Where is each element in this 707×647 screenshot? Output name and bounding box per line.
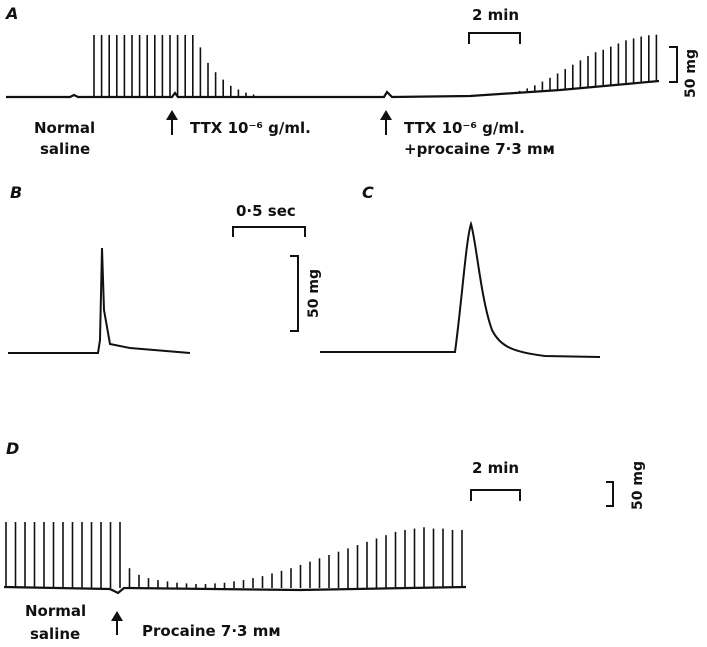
d-label-normal-2: saline <box>30 625 81 643</box>
d-time-scale-bar <box>470 489 521 501</box>
d-baseline <box>3 585 467 595</box>
panel-label-d: D <box>6 439 20 458</box>
a-arrow-ttx <box>166 110 178 135</box>
trace-layer <box>3 34 660 595</box>
a-baseline <box>6 79 660 99</box>
b-time-scale-label: 0·5 sec <box>236 202 296 220</box>
a-label-ttx2-line2: +procaine 7·3 mᴍ <box>404 140 555 158</box>
d-label-normal-1: Normal <box>25 602 87 620</box>
a-label-normal-1: Normal <box>34 119 96 137</box>
a-label-ttx: TTX 10⁻⁶ g/ml. <box>190 119 311 137</box>
d-label-procaine: Procaine 7·3 mᴍ <box>142 622 281 640</box>
panel-label-c: C <box>362 183 374 202</box>
panel-label-b: B <box>10 183 23 202</box>
b-twitch-trace <box>8 247 191 354</box>
a-time-scale-label: 2 min <box>472 6 520 24</box>
b-force-scale-bar <box>290 255 299 332</box>
a-label-ttx2-line1: TTX 10⁻⁶ g/ml. <box>404 119 525 137</box>
a-label-normal-2: saline <box>40 140 91 158</box>
d-arrow-procaine <box>111 611 123 635</box>
panel-label-a: A <box>6 4 19 23</box>
b-time-scale-bar <box>232 226 306 237</box>
d-force-scale-bar <box>606 481 614 507</box>
a-time-scale-bar <box>468 32 521 44</box>
d-time-scale-label: 2 min <box>472 459 520 477</box>
c-twitch-trace <box>320 220 601 358</box>
a-arrow-ttx-procaine <box>380 110 392 135</box>
a-force-scale-bar <box>669 46 678 83</box>
